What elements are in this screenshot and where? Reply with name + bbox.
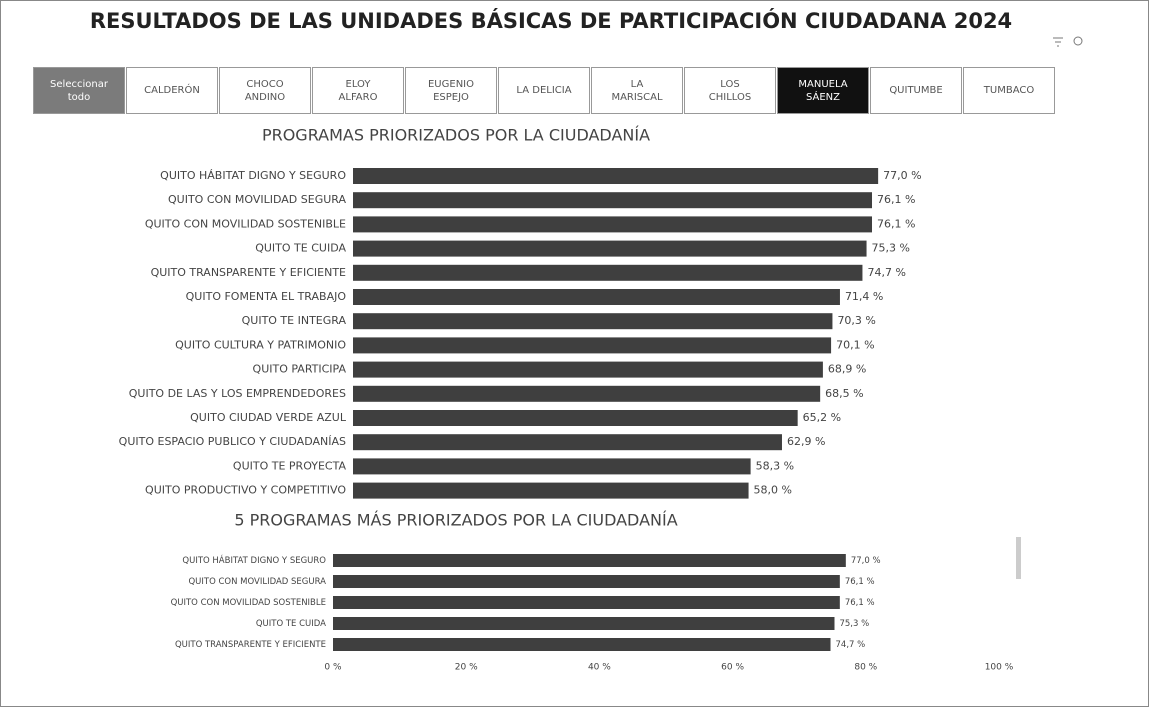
category-label: QUITO CULTURA Y PATRIMONIO (175, 338, 346, 351)
filter-button[interactable]: ELOY ALFARO (312, 67, 404, 114)
bar (353, 216, 873, 233)
category-label: QUITO ESPACIO PUBLICO Y CIUDADANÍAS (119, 435, 346, 448)
category-label: QUITO CON MOVILIDAD SEGURA (168, 193, 346, 206)
category-label: QUITO PARTICIPA (253, 363, 347, 376)
filter-button[interactable]: CALDERÓN (126, 67, 218, 114)
bar (333, 554, 846, 567)
filter-button[interactable]: Seleccionar todo (33, 67, 125, 114)
x-tick-label: 100 % (985, 663, 1014, 673)
bar (353, 192, 873, 209)
category-label: QUITO TRANSPARENTE Y EFICIENTE (151, 266, 346, 279)
x-tick-label: 60 % (721, 663, 744, 673)
filter-button[interactable]: LA DELICIA (498, 67, 590, 114)
focus-icon[interactable] (1073, 36, 1083, 46)
category-label: QUITO CIUDAD VERDE AZUL (190, 411, 347, 424)
filter-bar: Seleccionar todo CALDERÓN CHOCO ANDINO ELOY… (33, 67, 1056, 114)
bar (353, 337, 832, 354)
chart-title: 5 PROGRAMAS MÁS PRIORIZADOS POR LA CIUDA… (234, 511, 677, 530)
bar (353, 168, 879, 184)
category-label: QUITO PRODUCTIVO Y COMPETITIVO (145, 484, 346, 497)
filter-button[interactable]: LOS CHILLOS (684, 67, 776, 114)
bar (353, 289, 840, 305)
value-label: 62,9 % (787, 435, 825, 448)
category-label: QUITO CON MOVILIDAD SOSTENIBLE (171, 598, 326, 608)
bar (353, 264, 863, 281)
category-label: QUITO FOMENTA EL TRABAJO (186, 290, 347, 303)
value-label: 58,3 % (756, 459, 794, 472)
category-label: QUITO TE CUIDA (256, 619, 326, 629)
value-label: 76,1 % (845, 577, 875, 587)
x-tick-label: 80 % (854, 663, 877, 673)
value-label: 71,4 % (845, 290, 883, 303)
value-label: 76,1 % (845, 598, 875, 608)
filter-icon[interactable] (1053, 37, 1063, 47)
filter-button[interactable]: QUITUMBE (870, 67, 962, 114)
value-label: 74,7 % (867, 266, 905, 279)
value-label: 65,2 % (803, 411, 841, 424)
category-label: QUITO TE CUIDA (255, 242, 346, 255)
category-label: QUITO CON MOVILIDAD SEGURA (188, 577, 326, 587)
category-label: QUITO DE LAS Y LOS EMPRENDEDORES (129, 387, 346, 400)
bar (353, 458, 751, 475)
toolbar-icons (1053, 36, 1083, 47)
value-label: 58,0 % (754, 484, 792, 497)
x-tick-label: 0 % (324, 663, 342, 673)
x-tick-label: 20 % (455, 663, 478, 673)
bar (353, 482, 749, 499)
value-label: 75,3 % (839, 619, 869, 629)
bar (353, 385, 821, 402)
bar (353, 240, 867, 257)
value-label: 76,1 % (877, 217, 915, 230)
category-label: QUITO TRANSPARENTE Y EFICIENTE (175, 640, 326, 650)
category-label: QUITO CON MOVILIDAD SOSTENIBLE (145, 217, 346, 230)
value-label: 68,9 % (828, 363, 866, 376)
scrollbar[interactable] (1016, 537, 1021, 579)
value-label: 74,7 % (836, 640, 866, 650)
bar (353, 313, 833, 330)
value-label: 68,5 % (825, 387, 863, 400)
bar (353, 361, 823, 378)
value-label: 75,3 % (872, 242, 910, 255)
value-label: 70,1 % (836, 338, 874, 351)
bar (353, 410, 798, 426)
bar (333, 575, 840, 588)
chart-title: PROGRAMAS PRIORIZADOS POR LA CIUDADANÍA (262, 126, 650, 145)
x-tick-label: 40 % (588, 663, 611, 673)
bar (333, 596, 840, 609)
category-label: QUITO HÁBITAT DIGNO Y SEGURO (182, 554, 326, 566)
bar (333, 638, 831, 651)
bar (333, 617, 835, 630)
filter-button[interactable]: MANUELA SÁENZ (777, 67, 869, 114)
filter-button[interactable]: LA MARISCAL (591, 67, 683, 114)
value-label: 77,0 % (851, 556, 881, 566)
bar (353, 434, 782, 451)
value-label: 70,3 % (837, 314, 875, 327)
value-label: 77,0 % (883, 169, 921, 182)
category-label: QUITO TE PROYECTA (233, 459, 347, 472)
value-label: 76,1 % (877, 193, 915, 206)
category-label: QUITO HÁBITAT DIGNO Y SEGURO (160, 169, 346, 182)
filter-button[interactable]: CHOCO ANDINO (219, 67, 311, 114)
page-title: RESULTADOS DE LAS UNIDADES BÁSICAS DE PA… (89, 9, 1013, 33)
filter-button[interactable]: TUMBACO (963, 67, 1055, 114)
filter-button[interactable]: EUGENIO ESPEJO (405, 67, 497, 114)
category-label: QUITO TE INTEGRA (242, 314, 347, 327)
